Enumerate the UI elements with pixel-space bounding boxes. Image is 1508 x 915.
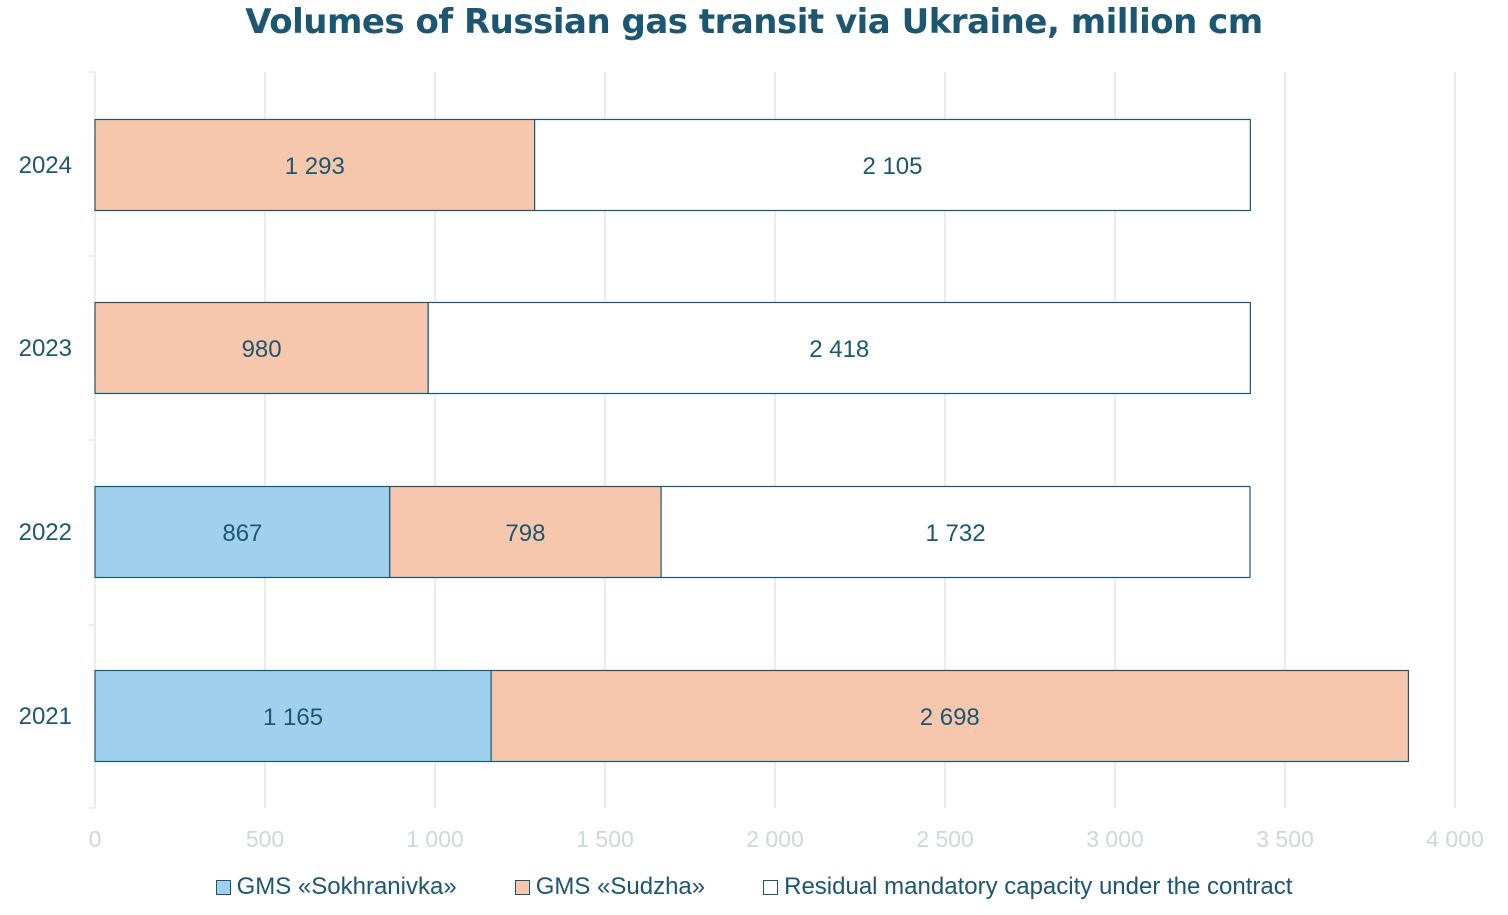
data-label-2021-series-1: 2 698	[920, 704, 980, 731]
legend-swatch-sokhranivka	[215, 879, 231, 895]
data-label-2021-series-0: 1 165	[263, 704, 323, 731]
data-label-2022-series-0: 867	[222, 520, 262, 547]
bar-2023-series-2	[427, 301, 1251, 395]
data-label-2022-series-2: 1 732	[926, 520, 986, 547]
legend-item-sokhranivka: GMS «Sokhranivka»	[215, 873, 457, 901]
x-tick-label-3: 1 500	[576, 826, 634, 852]
bar-2022-series-1	[389, 485, 662, 579]
bar-2021-series-0	[94, 669, 492, 763]
x-tick-label-6: 3 000	[1086, 826, 1144, 852]
legend-label-sokhranivka: GMS «Sokhranivka»	[236, 873, 457, 900]
data-label-2022-series-1: 798	[505, 520, 545, 547]
category-label-2021: 2021	[19, 703, 72, 730]
category-label-2022: 2022	[19, 519, 72, 546]
bar-2024-series-2	[534, 118, 1251, 212]
data-label-2023-series-1: 980	[242, 336, 282, 363]
legend-item-residual: Residual mandatory capacity under the co…	[763, 873, 1292, 901]
x-tick-label-8: 4 000	[1426, 826, 1484, 852]
legend-item-sudzha: GMS «Sudzha»	[514, 873, 706, 901]
x-tick-label-2: 1 000	[406, 826, 464, 852]
chart-title: Volumes of Russian gas transit via Ukrai…	[245, 2, 1263, 42]
legend-label-residual: Residual mandatory capacity under the co…	[784, 873, 1293, 900]
data-label-2024-series-2: 2 105	[862, 153, 922, 180]
bar-2022-series-2	[660, 485, 1251, 579]
legend-swatch-sudzha	[514, 879, 530, 895]
bar-2021-series-1	[490, 669, 1410, 763]
data-label-2023-series-2: 2 418	[809, 336, 869, 363]
legend-swatch-residual	[763, 879, 779, 895]
x-tick-label-0: 0	[89, 826, 102, 852]
bar-chart: 0 500 1 000 1 500 2 000 2 500 3 000 3 500 4 000 2…	[19, 71, 1484, 852]
x-tick-label-5: 2 500	[916, 826, 974, 852]
legend: GMS «Sokhranivka» GMS «Sudzha» Residual …	[0, 873, 1508, 901]
x-tick-label-1: 500	[246, 826, 284, 852]
bar-2024-series-1	[94, 118, 536, 212]
x-tick-label-7: 3 500	[1256, 826, 1314, 852]
x-tick-label-4: 2 000	[746, 826, 804, 852]
legend-label-sudzha: GMS «Sudzha»	[535, 873, 706, 900]
category-label-2023: 2023	[19, 335, 72, 362]
category-label-2024: 2024	[19, 152, 72, 179]
bar-2023-series-1	[94, 301, 429, 395]
data-label-2024-series-1: 1 293	[285, 153, 345, 180]
